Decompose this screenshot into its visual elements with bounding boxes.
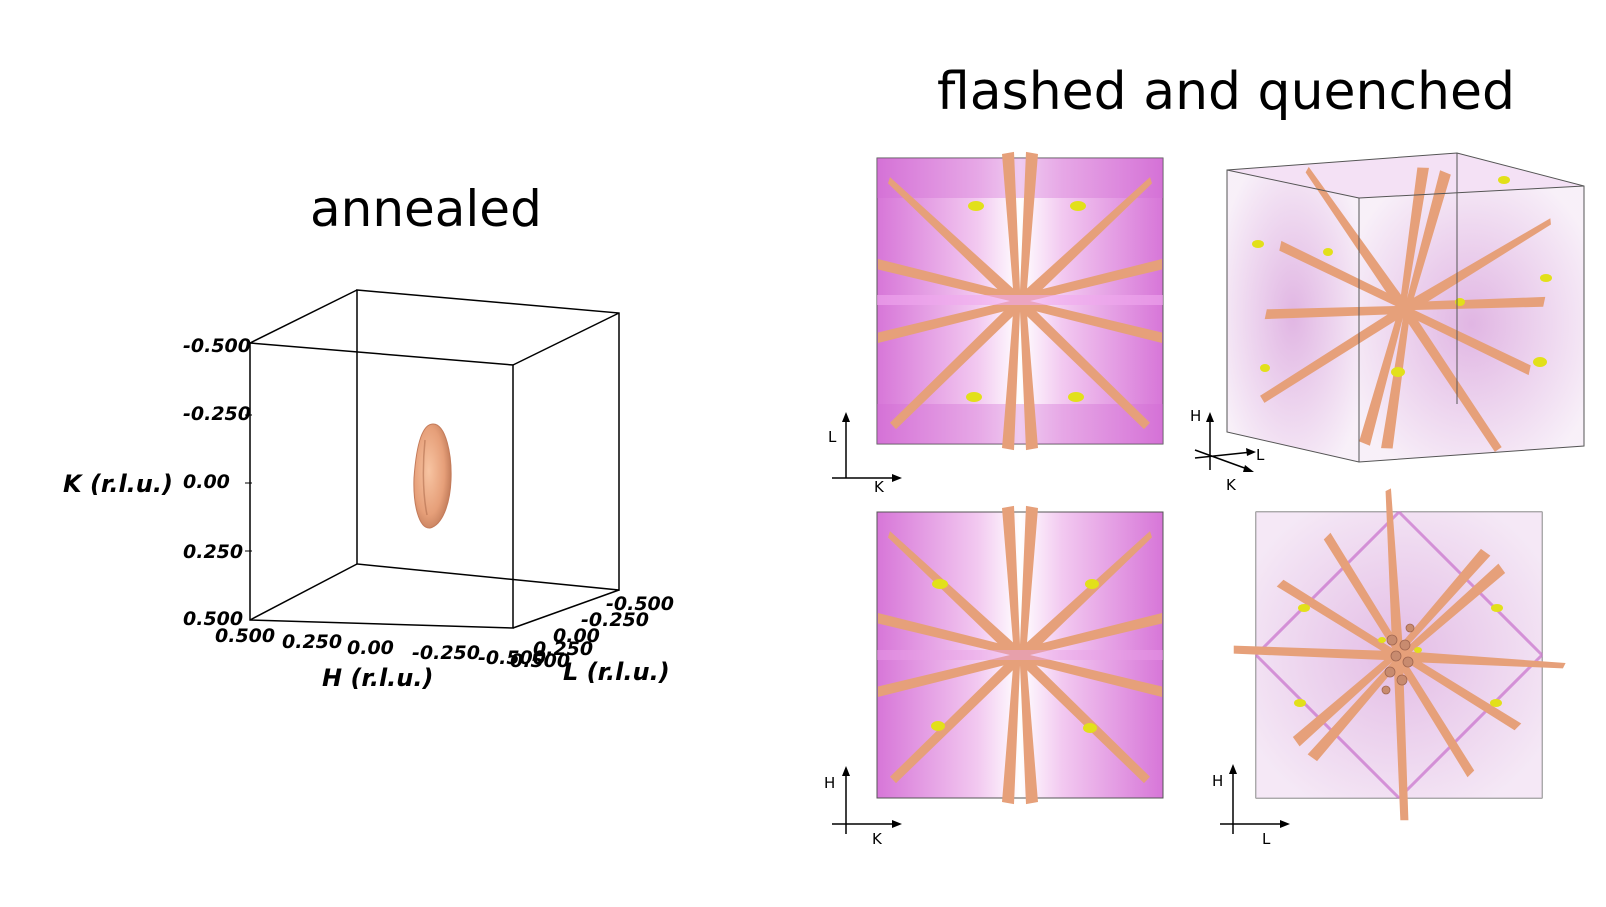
h-axis-ticks: 0.500 0.250 0.00 -0.250 -0.500 bbox=[215, 625, 546, 669]
triad-horizontal-label: L bbox=[1256, 446, 1265, 464]
yellow-spots bbox=[1252, 176, 1552, 377]
h-axis-label: H (r.l.u.) bbox=[322, 664, 433, 692]
l-tick: 0.500 bbox=[510, 650, 570, 672]
k-tick: -0.250 bbox=[183, 403, 251, 425]
triad-vertical-label: H bbox=[1190, 407, 1201, 425]
flashed-quenched-title: flashed and quenched bbox=[937, 62, 1516, 122]
annealed-title: annealed bbox=[310, 180, 542, 238]
annealed-isosurface bbox=[413, 423, 452, 529]
h-tick: -0.250 bbox=[412, 642, 480, 664]
triad-vertical-label: H bbox=[1212, 772, 1223, 790]
h-tick: 0.00 bbox=[347, 637, 394, 659]
k-tick: 0.500 bbox=[183, 608, 243, 630]
l-axis-label: L (r.l.u.) bbox=[563, 658, 670, 686]
triad-horizontal-label: K bbox=[874, 478, 885, 496]
yellow-spots bbox=[931, 579, 1099, 733]
l-tick: -0.500 bbox=[606, 593, 674, 615]
panel-bottom-right: H L bbox=[1208, 464, 1590, 848]
triad-vertical-label: H bbox=[824, 774, 835, 792]
axis-triad bbox=[1194, 412, 1256, 472]
triad-horizontal-label: L bbox=[1262, 830, 1271, 848]
axis-triad bbox=[1220, 764, 1290, 834]
diagonal-streaks bbox=[1254, 510, 1544, 800]
panel-top-right: H L K bbox=[1190, 141, 1585, 494]
l-tick: 0.250 bbox=[533, 638, 593, 660]
h-tick: -0.500 bbox=[478, 647, 546, 669]
l-axis-ticks: -0.500 -0.250 0.00 0.250 0.500 bbox=[510, 593, 674, 672]
panel-top-left: L K bbox=[828, 151, 1164, 496]
l-tick: 0.00 bbox=[553, 625, 600, 647]
k-axis-ticks: -0.500 -0.250 0.00 0.250 0.500 bbox=[183, 335, 252, 630]
yellow-spots bbox=[966, 201, 1086, 402]
yellow-spots bbox=[1294, 604, 1503, 707]
h-tick: 0.500 bbox=[215, 625, 275, 647]
axis-triad bbox=[832, 412, 902, 482]
triad-vertical-label: L bbox=[828, 428, 837, 446]
annealed-box-frame bbox=[249, 289, 620, 629]
k-tick: 0.250 bbox=[183, 541, 243, 563]
l-tick: -0.250 bbox=[581, 609, 649, 631]
k-axis-label: K (r.l.u.) bbox=[63, 470, 173, 498]
h-tick: 0.250 bbox=[282, 631, 342, 653]
panel-bottom-left: H K bbox=[824, 505, 1164, 848]
cube-frame bbox=[1226, 152, 1585, 463]
triad-depth-label: K bbox=[1226, 476, 1237, 494]
k-tick: 0.00 bbox=[183, 471, 230, 493]
core-cluster bbox=[1381, 623, 1415, 695]
triad-horizontal-label: K bbox=[872, 830, 883, 848]
annealed-3d-plot: -0.500 -0.250 0.00 0.250 0.500 K (r.l.u.… bbox=[63, 289, 674, 692]
axis-triad bbox=[832, 766, 902, 834]
k-tick: -0.500 bbox=[183, 335, 251, 357]
